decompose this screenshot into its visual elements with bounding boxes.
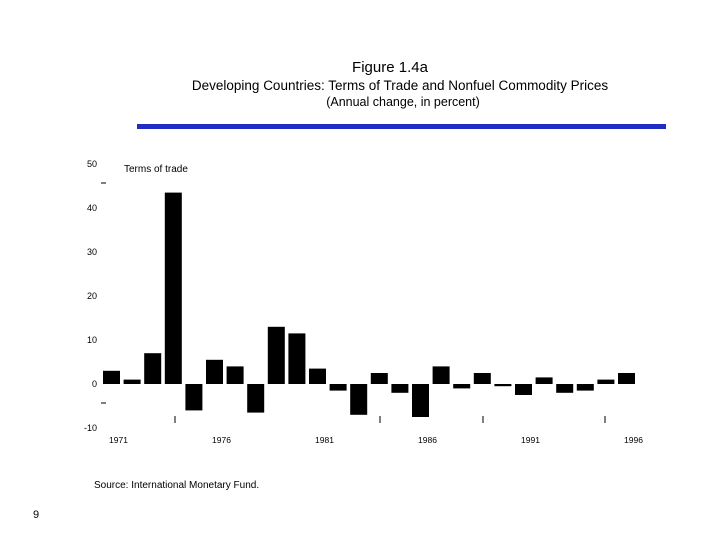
figure-label: Figure 1.4a (352, 59, 428, 76)
chart-subtitle: (Annual change, in percent) (326, 95, 480, 109)
bar-1975 (185, 384, 203, 411)
bar-1987 (432, 366, 450, 384)
x-tick-label: 1971 (109, 435, 128, 445)
bar-1992 (535, 377, 553, 384)
y-tick-label: 30 (87, 247, 97, 257)
title-rule (137, 124, 666, 129)
chart-titles: Figure 1.4a Developing Countries: Terms … (0, 58, 720, 110)
y-axis-tick-labels: 50 40 30 20 10 0 -10 (84, 159, 97, 433)
bar-1993 (556, 384, 574, 393)
bar-1990 (494, 384, 512, 387)
x-tick-label: 1986 (418, 435, 437, 445)
bar-1988 (453, 384, 471, 389)
x-tick-label: 1991 (521, 435, 540, 445)
bar-1984 (370, 373, 388, 384)
bar-1994 (576, 384, 594, 391)
y-tick-label: 40 (87, 203, 97, 213)
bar-1996 (618, 373, 635, 384)
y-tick-label: 10 (87, 335, 97, 345)
series-label: Terms of trade (124, 164, 188, 175)
bar-1985 (391, 384, 409, 393)
bar-1971 (103, 370, 120, 384)
bar-1995 (597, 379, 615, 384)
bar-1976 (206, 359, 223, 384)
chart-title: Developing Countries: Terms of Trade and… (191, 78, 609, 93)
bar-1982 (329, 384, 347, 391)
bar-1974 (164, 192, 182, 384)
x-axis-tick-labels: 1971 1976 1981 1986 1991 1996 (109, 435, 643, 445)
bar-1972 (123, 379, 141, 384)
bars (103, 192, 635, 417)
y-tick-label: 50 (87, 159, 97, 169)
y-tick-label: -10 (84, 423, 97, 433)
bar-1979 (267, 326, 285, 384)
bar-1981 (309, 368, 326, 384)
source-note: Source: International Monetary Fund. (94, 480, 260, 491)
bar-1991 (515, 384, 532, 395)
bar-1986 (412, 384, 429, 417)
bar-1980 (288, 333, 306, 384)
x-tick-label: 1996 (624, 435, 643, 445)
y-tick-label: 0 (92, 379, 97, 389)
x-axis-ticks (174, 416, 606, 423)
bar-1977 (226, 366, 244, 384)
bar-1978 (247, 384, 265, 413)
y-axis-minor-ticks (101, 182, 106, 404)
page-number: 9 (33, 509, 40, 521)
bar-1983 (350, 384, 368, 415)
x-tick-label: 1976 (212, 435, 231, 445)
bar-1989 (473, 373, 491, 384)
bar-1973 (144, 353, 162, 384)
x-tick-label: 1981 (315, 435, 334, 445)
y-tick-label: 20 (87, 291, 97, 301)
